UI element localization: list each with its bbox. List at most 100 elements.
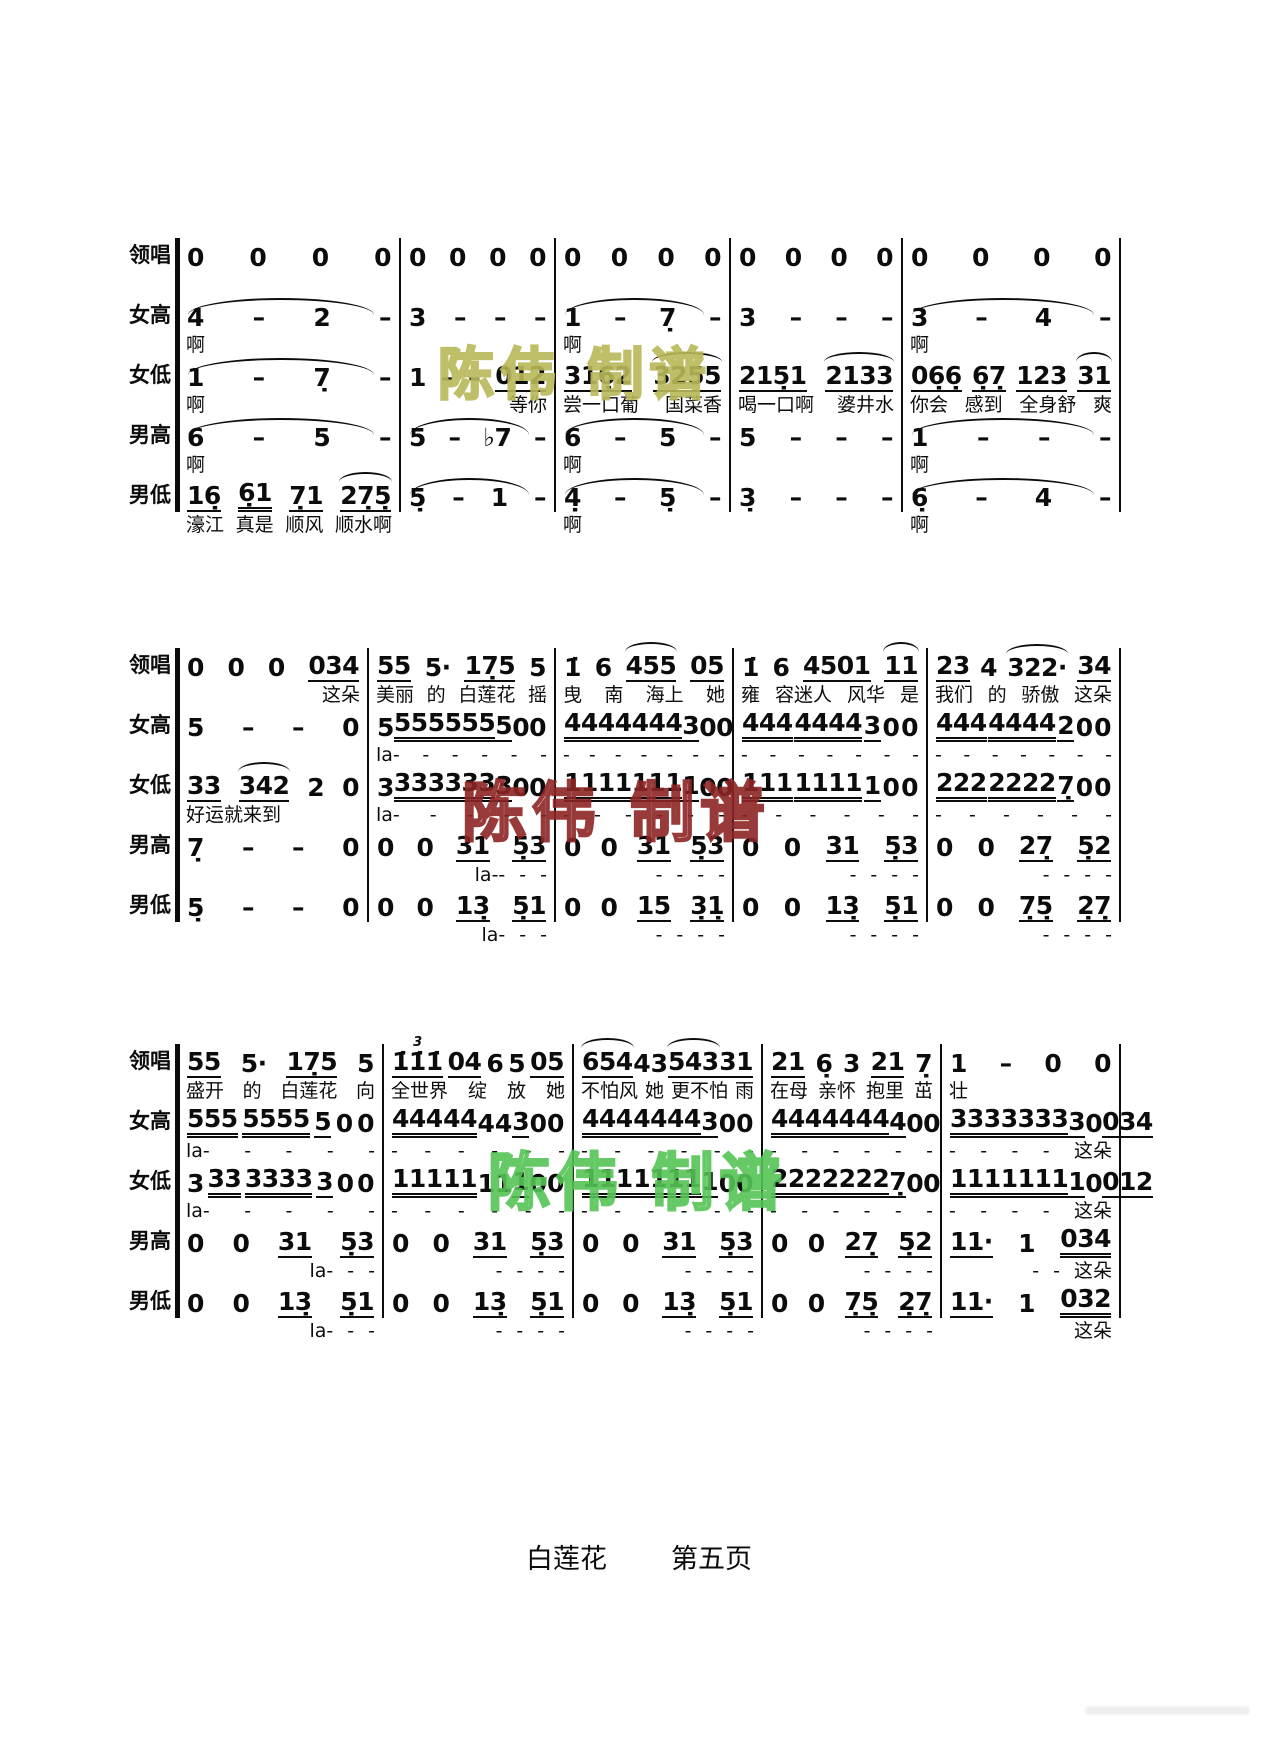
barline [1119, 238, 1121, 512]
note-group: 7̣ [1057, 771, 1075, 802]
note-line: 0 0 27̣ 5̣2 [762, 1224, 941, 1258]
note-group: 0 [1094, 713, 1111, 742]
lyric-word: - [588, 744, 596, 766]
measure: 5 – – – [730, 418, 902, 478]
note-group: 5 [659, 423, 676, 452]
lyric-line: ------ [383, 1138, 573, 1164]
lyric-word: - [843, 804, 851, 826]
note-group: 0 [432, 1229, 450, 1258]
note-group: 3 [409, 303, 426, 332]
lyric-word: - [516, 1320, 524, 1342]
note-group: 5 [529, 653, 546, 682]
lyric-word: - [894, 1200, 902, 1222]
voice-row-bass: 男低 0 0 13̣ 5̣1 la- - -0 0 13̣ 5̣1- - - -0 0 13̣ 5̣1- - - -0… [125, 1284, 1135, 1344]
note-group: 3 [495, 771, 513, 802]
lyric-line: 这朵 [941, 1318, 1120, 1344]
note-group: 31 [719, 1047, 753, 1078]
note-group: 0 [742, 833, 759, 862]
lyric-word: 白莲花 [458, 684, 516, 706]
lyric-line: ---- [383, 1318, 573, 1344]
note-group: 0 [704, 243, 721, 272]
lyric-line: ---- [762, 1258, 941, 1284]
lyric-line [400, 272, 555, 298]
measure: 222 2222 7̣ 0 0- - - - - - [927, 768, 1120, 828]
lyric-word: - [926, 1200, 933, 1222]
note-group: 44 [443, 1104, 477, 1138]
note-group: 0 [972, 243, 989, 272]
note-group: 111 [564, 768, 615, 802]
lyric-word: - [1011, 1140, 1019, 1162]
measure: 1̇1̇1̇ 3 04 6 5 05 全世界绽放她 [383, 1035, 573, 1104]
note-group: – [241, 713, 255, 742]
lyric-line: 盛开的白莲花向 [178, 1078, 383, 1104]
lyric-line: ------ [762, 1138, 941, 1164]
note-group: 0 [357, 1109, 374, 1138]
note-group: 0 [547, 1109, 564, 1138]
note-group: 6̣ [815, 1049, 833, 1078]
note-group: 0 [771, 1289, 788, 1318]
measure: 444 4444 4 0 0- - - - - - [762, 1104, 941, 1164]
staff-alto: 33 342 2 0 好运就来到 3 33 3333 3 0 0 la- - - - -111 1111 1 0 0-… [178, 762, 1120, 828]
measure: 0 0 7̣5̣ 2̣7̣ - - - - [927, 888, 1120, 948]
note-group: 5· [424, 653, 451, 682]
note-group: 444 [564, 708, 615, 742]
note-group: 0 [736, 1169, 753, 1198]
note-group: 2 [1057, 711, 1075, 742]
lyric-word: - [625, 804, 632, 826]
lyric-word: - [558, 1200, 565, 1222]
note-line: 444 4444 4 0 0 [762, 1104, 941, 1138]
barline [554, 238, 556, 512]
note-group: 27̣ [1018, 831, 1053, 862]
lyric-line: ---- [555, 862, 733, 888]
note-group: 31 [277, 1227, 312, 1258]
note-group: 0 [512, 713, 530, 742]
note-group: 111 [392, 1164, 443, 1198]
lyric-word: - [244, 1200, 252, 1222]
lyric-line [400, 512, 555, 538]
measure: 33 342 2 0 好运就来到 [178, 762, 368, 828]
note-group: 0 [936, 893, 953, 922]
note-group: 1 [863, 771, 881, 802]
note-group: 1111 [794, 768, 863, 802]
note-group: 5̣3 [530, 1227, 564, 1258]
lyric-word: - [1105, 744, 1112, 766]
lyric-word: - [1037, 804, 1044, 826]
note-group: – [1099, 423, 1112, 452]
measure: 1– –012 等你 [400, 358, 555, 418]
measure: 0 0 27̣ 5̣2- - - - [762, 1224, 941, 1284]
note-group: 2222 [821, 1164, 890, 1198]
note-group: 0 [783, 833, 801, 862]
note-group: 3333 [244, 1164, 313, 1198]
note-group: 1̇ [742, 653, 759, 682]
watermark-chenwei-3: 陈伟 制谱 [487, 1145, 788, 1221]
note-group: – [378, 423, 392, 452]
lyric-word: - [884, 1260, 892, 1282]
lyric-line: 啊 [902, 332, 1120, 358]
voice-label-bass: 男低 [129, 1289, 171, 1313]
lyric-word: 啊 [186, 334, 206, 356]
lyric-word: 这朵 [321, 684, 360, 706]
note-group: – [880, 483, 894, 512]
lyric-line: ------- [555, 742, 733, 768]
lyric-word: - [537, 1260, 545, 1282]
note-line: 3 33 3333 3 0 0 [368, 768, 555, 802]
measure: 333 3333 3 0 034- - - - 这朵 [941, 1104, 1153, 1164]
lyric-line [178, 272, 400, 298]
note-line: 0 0 13̣ 5̣1 [573, 1284, 762, 1318]
note-group: 0 [718, 1109, 736, 1138]
note-group: 0 [977, 893, 995, 922]
staff-tenor: 6–5– 啊 5– ♭7–6–5– 啊 5– – –1– – – 啊 [178, 418, 1120, 478]
lyric-word: 等你 [508, 394, 547, 416]
lyric-word: - [391, 1200, 398, 1222]
lyric-word: la- [186, 1140, 210, 1162]
lyric-word: - [429, 804, 437, 826]
measure: 0 0 31 5̣3- - - - [383, 1224, 573, 1284]
lyric-word: - [285, 1200, 293, 1222]
note-group: 0 [267, 653, 285, 682]
lyric-line: 我们的骄傲 这朵 [927, 682, 1120, 708]
lyric-line [902, 272, 1120, 298]
lyric-line: 壮 [941, 1078, 1120, 1104]
note-line: 1 – – – [902, 418, 1120, 452]
